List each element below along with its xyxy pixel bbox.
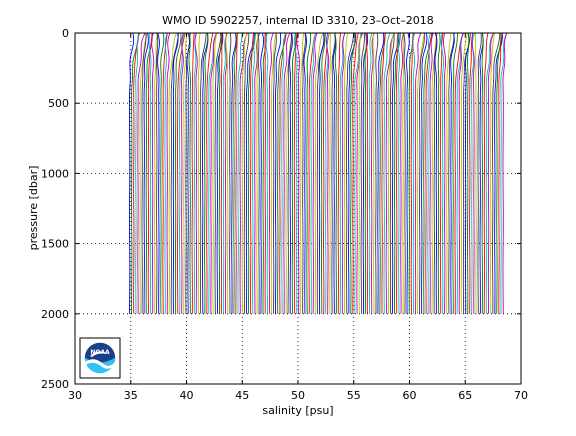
noaa-logo: NOAA (80, 338, 120, 378)
x-tick-label: 35 (124, 389, 138, 402)
profile-line (221, 33, 222, 314)
y-tick-label: 2500 (41, 378, 69, 391)
x-tick-label: 65 (458, 389, 472, 402)
y-tick-label: 0 (62, 27, 69, 40)
x-tick-labels: 30 35 40 45 50 55 60 65 70 (68, 389, 528, 402)
x-tick-label: 40 (180, 389, 194, 402)
y-tick-label: 500 (48, 97, 69, 110)
x-axis-label: salinity [psu] (262, 404, 333, 417)
y-axis-label: pressure [dbar] (27, 166, 40, 251)
x-tick-label: 70 (514, 389, 528, 402)
y-tick-label: 2000 (41, 308, 69, 321)
y-tick-label: 1000 (41, 167, 69, 180)
noaa-logo-text: NOAA (90, 349, 110, 356)
x-tick-label: 30 (68, 389, 82, 402)
x-tick-label: 55 (347, 389, 361, 402)
x-tick-label: 50 (291, 389, 305, 402)
chart-title: WMO ID 5902257, internal ID 3310, 23–Oct… (162, 14, 434, 27)
profile-line (475, 33, 476, 314)
x-tick-label: 60 (403, 389, 417, 402)
x-tick-label: 45 (235, 389, 249, 402)
y-tick-label: 1500 (41, 238, 69, 251)
